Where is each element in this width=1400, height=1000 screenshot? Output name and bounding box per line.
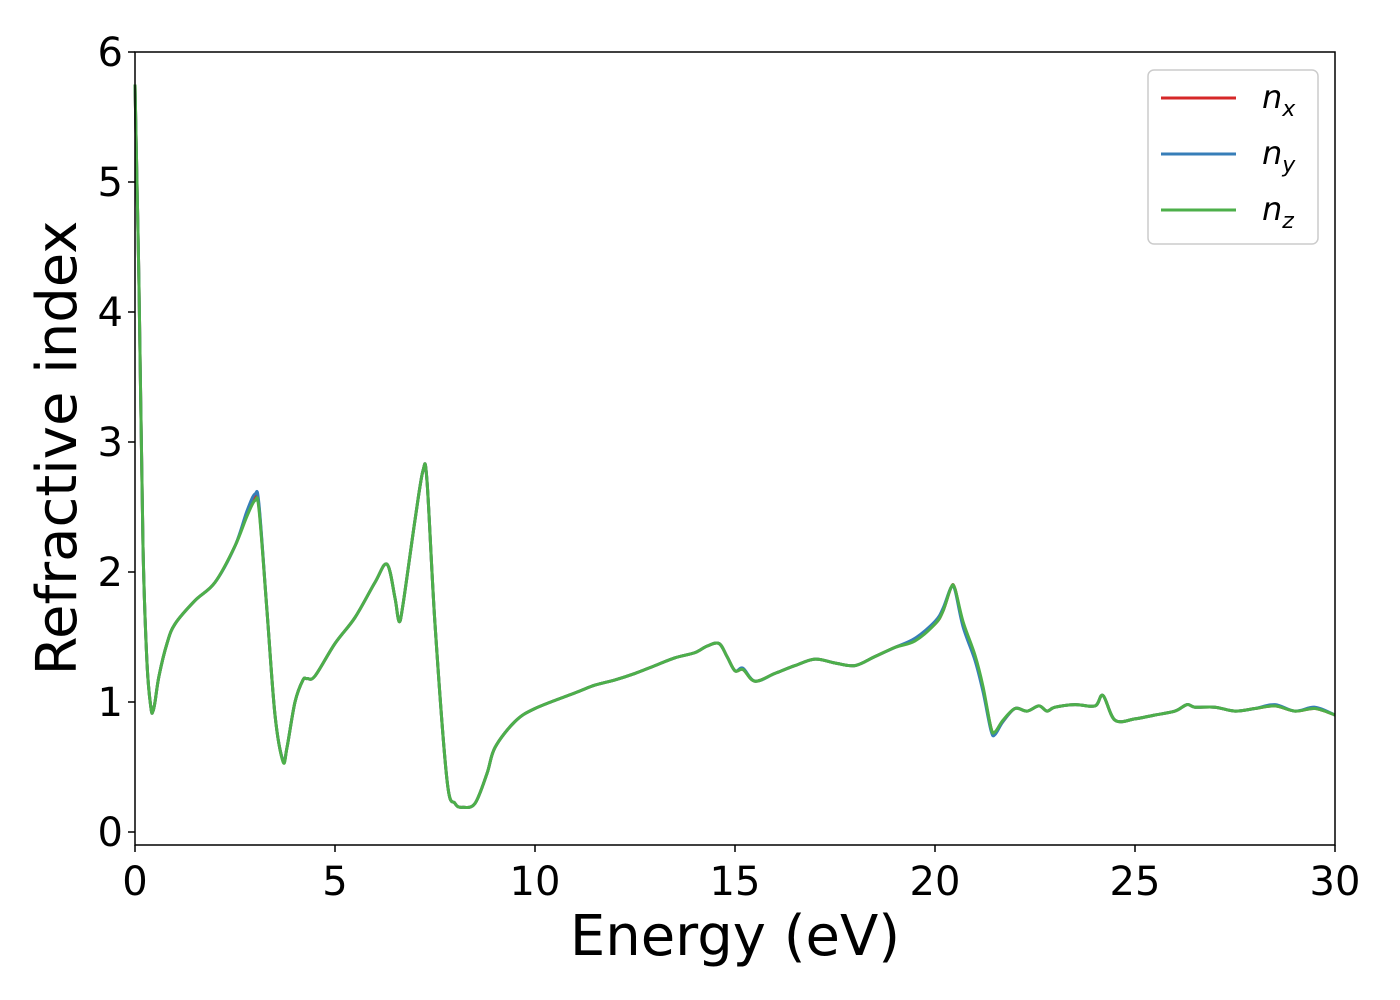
legend-box (1147, 69, 1319, 245)
legend-label-y: ny (1262, 134, 1296, 178)
x-axis-ticks: 0 5 10 15 20 25 30 (122, 845, 1360, 905)
y-tick-label: 5 (98, 160, 123, 206)
y-axis-label: Refractive index (25, 221, 90, 676)
legend: nx ny nz (1147, 69, 1319, 245)
y-axis-ticks: 0 1 2 3 4 5 6 (98, 30, 135, 856)
x-tick-label: 30 (1310, 859, 1361, 905)
x-axis-label: Energy (eV) (570, 904, 900, 969)
x-tick-label: 15 (710, 859, 761, 905)
y-tick-label: 0 (98, 810, 123, 856)
legend-label-x: nx (1262, 78, 1296, 122)
series-line-n-z (133, 84, 1336, 810)
y-tick-label: 6 (98, 30, 123, 76)
legend-entries: nx ny nz (1161, 78, 1296, 234)
y-tick-label: 4 (98, 290, 123, 336)
y-tick-label: 3 (98, 420, 123, 466)
legend-label-z: nz (1262, 190, 1294, 234)
plot-area (135, 52, 1335, 845)
x-tick-label: 10 (510, 859, 561, 905)
x-tick-label: 5 (322, 859, 347, 905)
y-tick-label: 2 (98, 550, 123, 596)
x-tick-label: 25 (1110, 859, 1161, 905)
y-tick-label: 1 (98, 680, 123, 726)
x-tick-label: 0 (122, 859, 147, 905)
x-tick-label: 20 (910, 859, 961, 905)
series-layer (133, 84, 1336, 810)
